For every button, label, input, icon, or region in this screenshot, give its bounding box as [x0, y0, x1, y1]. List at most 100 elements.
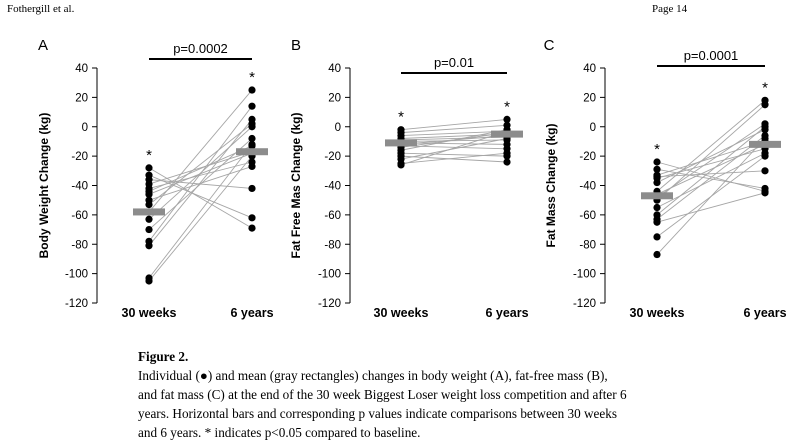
paired-change-line [400, 138, 508, 160]
y-tick-label: -80 [579, 239, 596, 251]
data-point-6-years [248, 214, 256, 222]
paired-change-line [656, 170, 766, 178]
y-axis-label: Fat Free Mas Change (kg) [289, 112, 303, 258]
data-point-6-years [248, 123, 256, 131]
x-category-label: 6 years [743, 306, 786, 320]
paired-change-line [400, 155, 508, 163]
x-category-label: 6 years [230, 306, 273, 320]
paired-change-line [148, 119, 253, 247]
data-point-30-weeks [145, 215, 153, 223]
caption-line: and fat mass (C) at the end of the 30 we… [138, 387, 627, 402]
y-tick-label: -20 [579, 151, 596, 163]
paired-change-line [148, 89, 253, 213]
paired-change-line [148, 174, 253, 219]
data-point-6-years [503, 158, 511, 166]
y-tick-label: -100 [573, 269, 596, 281]
data-point-6-years [761, 167, 769, 175]
data-point-6-years [248, 162, 256, 171]
data-point-6-years [761, 101, 769, 109]
data-point-6-years [761, 134, 769, 143]
paired-change-line [148, 155, 253, 282]
data-point-30-weeks [653, 250, 661, 259]
paired-change-line [656, 99, 766, 192]
paired-change-line [656, 138, 766, 255]
significance-star: * [146, 147, 152, 164]
significance-star: * [762, 79, 768, 96]
y-tick-label: -120 [573, 298, 596, 310]
paired-change-line [400, 152, 508, 164]
x-category-label: 30 weeks [122, 306, 177, 320]
data-point-6-years [503, 149, 511, 157]
data-point-30-weeks [397, 161, 405, 169]
data-point-6-years [248, 115, 256, 124]
y-axis-label: Fat Mass Change (kg) [544, 123, 558, 247]
paired-change-line [656, 152, 766, 208]
paired-change-line [148, 151, 253, 185]
mean-rectangle [236, 148, 268, 156]
caption-line: years. Horizontal bars and corresponding… [138, 406, 617, 421]
paired-change-line [400, 129, 508, 151]
x-category-label: 30 weeks [630, 306, 685, 320]
paired-change-line [656, 129, 766, 183]
panel-letter: A [38, 37, 48, 54]
mean-rectangle [133, 208, 165, 216]
paired-change-line [400, 130, 508, 166]
data-point-30-weeks [653, 173, 661, 181]
y-tick-label: 40 [583, 63, 596, 75]
y-tick-label: 0 [82, 122, 88, 134]
paired-change-line [148, 105, 253, 242]
data-point-6-years [503, 115, 511, 124]
data-point-30-weeks [653, 218, 661, 226]
paired-change-line [656, 161, 766, 192]
y-tick-label: -40 [324, 181, 341, 193]
paired-change-line [656, 126, 766, 216]
paired-change-line [400, 124, 508, 134]
paired-change-line [400, 139, 508, 142]
data-point-6-years [248, 134, 256, 143]
y-axis-label: Body Weight Change (kg) [37, 113, 51, 259]
paired-change-line [656, 135, 766, 220]
y-tick-label: -100 [65, 269, 88, 281]
data-point-30-weeks [145, 225, 153, 234]
p-value-label: p=0.01 [434, 55, 474, 70]
data-point-30-weeks [145, 242, 153, 250]
data-point-30-weeks [145, 277, 153, 285]
data-point-6-years [248, 102, 256, 110]
data-point-6-years [248, 184, 256, 193]
data-point-6-years [761, 123, 769, 131]
x-category-label: 30 weeks [374, 306, 429, 320]
significance-star: * [249, 69, 255, 86]
data-point-30-weeks [145, 200, 153, 209]
panel-letter: B [291, 37, 301, 54]
header-page-number: Page 14 [652, 3, 688, 15]
significance-star: * [398, 109, 404, 126]
paired-change-line [656, 143, 766, 195]
paired-change-line [148, 167, 253, 229]
data-point-30-weeks [653, 165, 661, 173]
data-point-30-weeks [145, 190, 153, 198]
y-tick-label: 20 [583, 92, 596, 104]
caption-title: Figure 2. [138, 349, 189, 364]
data-point-6-years [248, 224, 256, 232]
data-point-30-weeks [653, 233, 661, 241]
paired-change-line [148, 165, 253, 201]
y-tick-label: -60 [71, 210, 88, 222]
data-point-30-weeks [653, 178, 661, 187]
significance-star: * [504, 98, 510, 115]
y-tick-label: -80 [71, 239, 88, 251]
paired-change-line [400, 145, 508, 150]
mean-rectangle [641, 192, 673, 200]
mean-rectangle [491, 130, 523, 138]
y-tick-label: 40 [328, 63, 341, 75]
mean-rectangle [385, 139, 417, 147]
y-tick-label: -120 [318, 298, 341, 310]
data-point-6-years [248, 86, 256, 94]
paired-change-line [656, 104, 766, 201]
caption-line: and 6 years. * indicates p<0.05 compared… [138, 425, 421, 440]
paired-change-line [656, 141, 766, 176]
p-value-label: p=0.0002 [173, 41, 228, 56]
y-tick-label: -60 [324, 210, 341, 222]
y-tick-label: -20 [324, 151, 341, 163]
mean-rectangle [749, 140, 781, 148]
paired-change-line [656, 192, 766, 223]
